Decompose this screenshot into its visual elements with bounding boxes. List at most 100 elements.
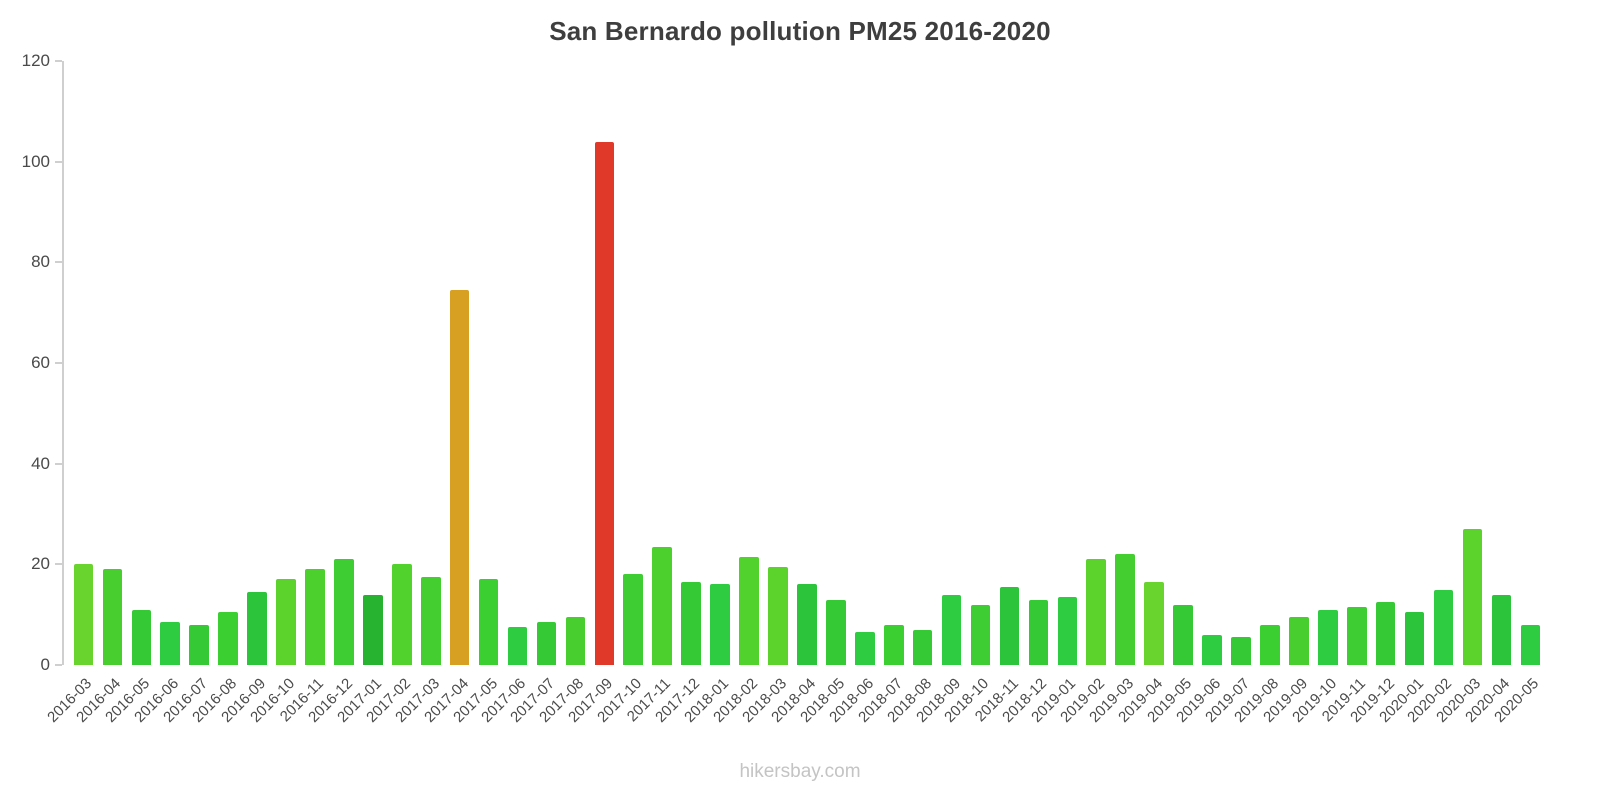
bar xyxy=(970,604,991,665)
y-tick-label: 0 xyxy=(40,655,50,674)
bar-slot: 2016-05 xyxy=(102,61,156,726)
bar-slot: 2016-07 xyxy=(160,61,214,726)
bar xyxy=(276,579,296,665)
bar-slot: 2017-07 xyxy=(508,61,561,726)
bar-slot: 2016-03 xyxy=(45,61,98,726)
bar xyxy=(131,609,152,665)
bar xyxy=(565,617,586,665)
bar-slot: 2018-11 xyxy=(971,61,1024,725)
bar xyxy=(334,559,354,665)
bar-slot: 2017-03 xyxy=(392,61,445,726)
bar-slot: 2019-12 xyxy=(1347,61,1400,726)
bar xyxy=(1433,589,1454,665)
bar xyxy=(1375,602,1396,665)
bar xyxy=(1462,529,1483,665)
bar xyxy=(1173,604,1193,665)
plot-area: 2016-03 2016-04 2016-05 2016-06 2016-07 2016-… xyxy=(45,61,1548,726)
bar-slot: 2017-06 xyxy=(479,61,532,726)
bar xyxy=(420,576,441,665)
bar xyxy=(912,629,933,665)
bar xyxy=(305,569,325,665)
y-tick-mark xyxy=(55,563,62,566)
y-tick-mark xyxy=(55,664,62,666)
bar xyxy=(189,624,210,665)
bar xyxy=(941,594,962,665)
bar-slot: 2018-06 xyxy=(826,61,879,726)
bar-slot: 2017-04 xyxy=(421,61,474,726)
bar xyxy=(826,599,846,665)
bar-slot: 2019-10 xyxy=(1289,61,1342,726)
bar-slot: 2017-08 xyxy=(536,61,590,726)
bar-slot: 2019-07 xyxy=(1202,61,1256,726)
bar-chart: 2016-03 2016-04 2016-05 2016-06 2016-07 2016-… xyxy=(22,51,1548,726)
y-tick-mark xyxy=(55,362,62,364)
bar xyxy=(1260,624,1280,665)
bar xyxy=(1520,624,1541,665)
bar xyxy=(536,622,557,665)
bar-slot: 2017-01 xyxy=(334,61,387,726)
bar xyxy=(652,546,673,665)
bar-slot: 2018-07 xyxy=(855,61,908,726)
bar xyxy=(73,564,94,665)
bar xyxy=(247,592,267,665)
y-tick-label: 40 xyxy=(31,453,50,473)
y-tick-mark xyxy=(55,160,62,163)
bar xyxy=(739,556,759,665)
chart-page: San Bernardo pollution PM25 2016-2020 20… xyxy=(0,16,1600,800)
bar xyxy=(999,586,1020,665)
bar xyxy=(768,566,788,665)
bar xyxy=(1057,597,1078,665)
bar-slot: 2019-01 xyxy=(1028,61,1082,726)
y-tick-label: 80 xyxy=(31,252,50,272)
bar xyxy=(449,290,470,665)
bar-slot: 2020-02 xyxy=(1405,61,1458,726)
y-tick-label: 60 xyxy=(31,353,50,372)
bar xyxy=(1144,581,1164,665)
bar xyxy=(478,579,499,665)
y-tick-mark xyxy=(55,261,62,264)
bar xyxy=(507,627,528,665)
bar-slot: 2019-05 xyxy=(1144,61,1198,726)
y-tick-mark xyxy=(55,462,62,465)
y-tick-label: 20 xyxy=(31,554,50,574)
bar-slot: 2016-10 xyxy=(247,61,301,726)
bar xyxy=(1317,609,1338,665)
bar-slot: 2017-11 xyxy=(624,61,677,725)
bar-slot: 2018-10 xyxy=(942,61,995,726)
bar xyxy=(218,612,238,665)
bar-slot: 2018-01 xyxy=(681,61,735,726)
bar-slot: 2016-04 xyxy=(73,61,127,726)
bar-slot: 2019-08 xyxy=(1231,61,1284,726)
bar xyxy=(1289,617,1309,665)
bar xyxy=(1028,599,1049,665)
bar-slot: 2017-12 xyxy=(652,61,706,726)
bars-container: 2016-03 2016-04 2016-05 2016-06 2016-07 2016-… xyxy=(45,61,1548,726)
bar-slot: 2017-09 xyxy=(565,61,619,726)
bar-slot: 2017-05 xyxy=(450,61,503,726)
bar-slot: 2018-03 xyxy=(739,61,793,726)
bar-slot: 2019-04 xyxy=(1115,61,1169,726)
bar-slot: 2016-09 xyxy=(218,61,272,726)
bar-slot: 2020-03 xyxy=(1434,61,1487,726)
bar xyxy=(1404,612,1425,665)
bar xyxy=(1202,634,1222,665)
bar-slot: 2018-02 xyxy=(710,61,764,726)
bar-slot: 2019-09 xyxy=(1260,61,1313,726)
bar xyxy=(1115,554,1136,665)
bar-slot: 2019-06 xyxy=(1173,61,1227,726)
bar xyxy=(883,624,904,665)
bar-slot: 2016-12 xyxy=(305,61,358,726)
bar-slot: 2016-11 xyxy=(277,61,330,725)
bar xyxy=(594,141,615,665)
bar-slot: 2019-03 xyxy=(1086,61,1140,726)
bar-slot: 2017-10 xyxy=(594,61,648,726)
bar-slot: 2020-01 xyxy=(1376,61,1429,726)
bar xyxy=(1491,594,1512,665)
bar xyxy=(623,574,644,665)
bar-slot: 2017-02 xyxy=(363,61,416,726)
chart-title: San Bernardo pollution PM25 2016-2020 xyxy=(549,16,1051,46)
bar xyxy=(681,581,701,665)
bar xyxy=(102,569,123,665)
bar xyxy=(1346,607,1367,665)
bar xyxy=(363,594,383,665)
